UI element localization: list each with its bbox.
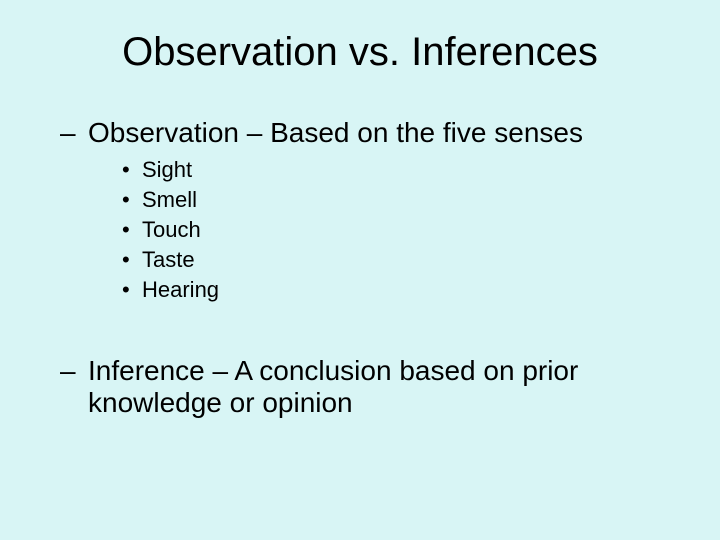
bullet-observation-text: Observation – Based on the five senses	[88, 117, 583, 149]
bullet-icon: •	[122, 155, 142, 185]
list-item: • Hearing	[122, 275, 660, 305]
spacer	[60, 315, 660, 355]
slide: Observation vs. Inferences – Observation…	[0, 0, 720, 540]
bullet-icon: •	[122, 215, 142, 245]
sense-touch: Touch	[142, 215, 201, 245]
bullet-inference: – Inference – A conclusion based on prio…	[60, 355, 660, 419]
list-item: • Taste	[122, 245, 660, 275]
list-item: • Smell	[122, 185, 660, 215]
list-item: • Touch	[122, 215, 660, 245]
bullet-icon: •	[122, 275, 142, 305]
bullet-icon: •	[122, 245, 142, 275]
sense-hearing: Hearing	[142, 275, 219, 305]
senses-list: • Sight • Smell • Touch • Taste • Hearin…	[122, 155, 660, 305]
slide-title: Observation vs. Inferences	[60, 30, 660, 75]
dash-icon: –	[60, 355, 88, 387]
list-item: • Sight	[122, 155, 660, 185]
sense-sight: Sight	[142, 155, 192, 185]
sense-taste: Taste	[142, 245, 195, 275]
bullet-inference-line1: Inference – A conclusion based on prior	[88, 355, 578, 387]
bullet-observation: – Observation – Based on the five senses…	[60, 117, 660, 305]
bullet-icon: •	[122, 185, 142, 215]
dash-icon: –	[60, 117, 88, 149]
sense-smell: Smell	[142, 185, 197, 215]
bullet-inference-line2: knowledge or opinion	[88, 387, 660, 419]
